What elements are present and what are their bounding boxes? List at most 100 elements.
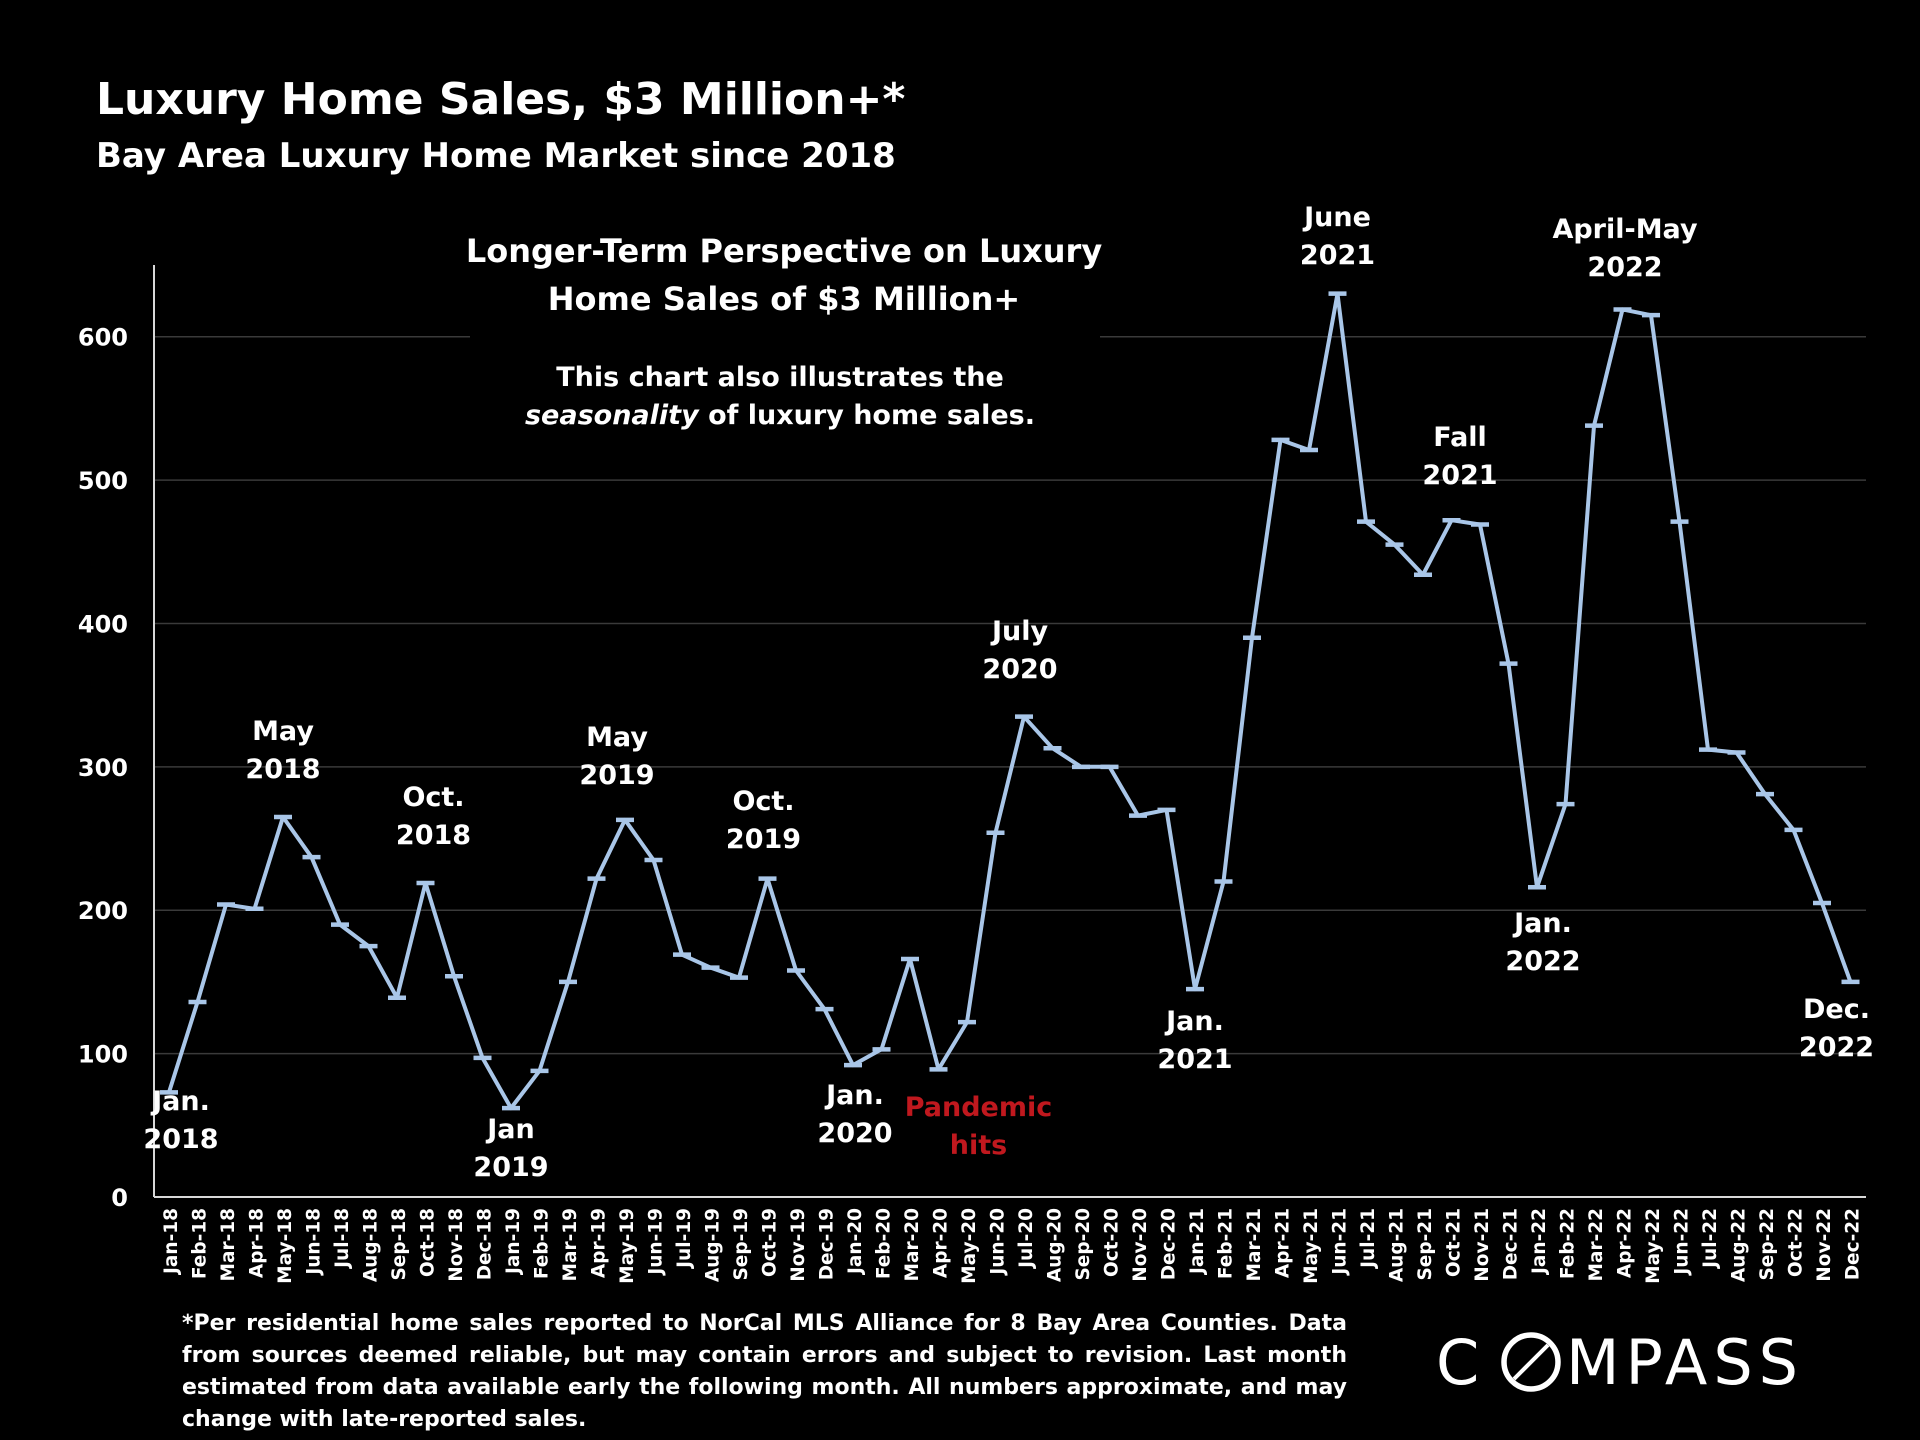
x-tick-label-Feb-19: Feb-19 — [532, 1208, 553, 1279]
chart-title-line-2: Home Sales of $3 Million+ — [548, 280, 1020, 318]
x-tick-label-Jul-19: Jul-19 — [674, 1208, 695, 1270]
x-tick-label-Nov-19: Nov-19 — [788, 1208, 809, 1282]
annotation-line: Jan — [485, 1114, 535, 1145]
y-tick-label-300: 300 — [78, 754, 128, 782]
annotation-line: April-May — [1552, 214, 1698, 245]
x-tick-label-Apr-19: Apr-19 — [589, 1208, 610, 1278]
x-tick-label-Aug-20: Aug-20 — [1045, 1208, 1066, 1282]
annotation-jan-2018: Jan. 2018 — [143, 1086, 218, 1155]
footnote: *Per residential home sales reported to … — [182, 1311, 1347, 1432]
x-tick-label-Aug-22: Aug-22 — [1729, 1208, 1750, 1282]
annotation-line: 2020 — [982, 654, 1057, 685]
annotation-line: 2021 — [1422, 460, 1497, 491]
annotation-may-2018: May 2018 — [245, 716, 320, 785]
annotation-line: 2022 — [1505, 946, 1580, 977]
x-tick-label-Feb-21: Feb-21 — [1216, 1208, 1237, 1279]
x-tick-label-Sep-20: Sep-20 — [1073, 1208, 1094, 1281]
x-tick-label-Sep-19: Sep-19 — [731, 1208, 752, 1281]
annotation-line: June — [1302, 202, 1371, 233]
x-tick-label-Jul-22: Jul-22 — [1700, 1208, 1721, 1270]
x-tick-label-Dec-20: Dec-20 — [1159, 1208, 1180, 1280]
x-tick-label-Mar-19: Mar-19 — [560, 1208, 581, 1281]
annotation-line: 2019 — [726, 824, 801, 855]
annotation-pandemic-hits: Pandemic hits — [905, 1092, 1053, 1161]
x-tick-label-May-21: May-21 — [1301, 1208, 1322, 1284]
x-tick-label-Oct-19: Oct-19 — [760, 1208, 781, 1277]
annotation-line: Oct. — [402, 782, 464, 813]
y-tick-labels: 0 100 200 300 400 500 600 — [78, 324, 128, 1212]
x-tick-labels: Jan-18 Feb-18 Mar-18 Apr-18 May-18 Jun-18 Jul-… — [161, 1208, 1864, 1284]
annotation-dec-2022: Dec. 2022 — [1799, 994, 1874, 1063]
annotation-line: hits — [950, 1130, 1007, 1161]
x-tick-label-Jun-20: Jun-20 — [988, 1208, 1009, 1277]
annotation-jan-2021: Jan. 2021 — [1157, 1006, 1232, 1075]
annotation-oct-2018: Oct. 2018 — [396, 782, 471, 851]
annotation-may-2019: May 2019 — [579, 722, 654, 791]
compass-logo: C MPASS — [1436, 1326, 1798, 1398]
annotation-line: Oct. — [732, 786, 794, 817]
y-tick-label-0: 0 — [111, 1184, 128, 1212]
x-tick-label-Jan-18: Jan-18 — [161, 1208, 182, 1276]
x-tick-label-Dec-22: Dec-22 — [1843, 1208, 1864, 1280]
chart-note-italic: seasonality — [525, 400, 700, 431]
annotation-april-may-2022: April-May 2022 — [1552, 214, 1698, 283]
x-tick-label-Jun-19: Jun-19 — [646, 1208, 667, 1277]
x-tick-label-Feb-18: Feb-18 — [190, 1208, 211, 1279]
x-tick-label-Feb-22: Feb-22 — [1558, 1208, 1579, 1279]
x-tick-label-Oct-21: Oct-21 — [1444, 1208, 1465, 1277]
y-tick-label-200: 200 — [78, 897, 128, 925]
x-tick-label-Mar-21: Mar-21 — [1244, 1208, 1265, 1281]
x-tick-label-Aug-18: Aug-18 — [361, 1208, 382, 1282]
x-tick-label-Oct-22: Oct-22 — [1786, 1208, 1807, 1277]
annotation-line: 2019 — [473, 1152, 548, 1183]
annotation-line: 2021 — [1157, 1044, 1232, 1075]
x-tick-label-Sep-21: Sep-21 — [1415, 1208, 1436, 1281]
y-tick-label-100: 100 — [78, 1041, 128, 1069]
compass-logo-c: C — [1436, 1326, 1485, 1398]
compass-o-icon — [1501, 1332, 1561, 1392]
annotation-line: 2021 — [1300, 240, 1375, 271]
x-tick-label-Jul-20: Jul-20 — [1016, 1208, 1037, 1270]
x-tick-label-Apr-22: Apr-22 — [1615, 1208, 1636, 1278]
annotation-line: Jan. — [150, 1086, 210, 1117]
x-tick-label-Oct-20: Oct-20 — [1102, 1208, 1123, 1277]
annotation-line: Jan. — [1512, 908, 1572, 939]
x-tick-label-Feb-20: Feb-20 — [874, 1208, 895, 1279]
chart-title-line-1: Longer-Term Perspective on Luxury — [466, 232, 1102, 270]
x-tick-label-Jun-22: Jun-22 — [1672, 1208, 1693, 1277]
x-tick-label-Jul-18: Jul-18 — [332, 1208, 353, 1270]
chart-note-rest: of luxury home sales. — [699, 400, 1035, 431]
annotation-line: May — [252, 716, 314, 747]
annotation-line: May — [586, 722, 648, 753]
x-tick-label-Apr-21: Apr-21 — [1273, 1208, 1294, 1278]
x-tick-label-Sep-18: Sep-18 — [389, 1208, 410, 1281]
x-tick-label-Jan-20: Jan-20 — [845, 1208, 866, 1276]
y-tick-label-500: 500 — [78, 467, 128, 495]
page-title: Luxury Home Sales, $3 Million+* — [96, 74, 906, 125]
note-background — [488, 348, 1058, 448]
x-tick-label-Sep-22: Sep-22 — [1757, 1208, 1778, 1281]
x-tick-label-May-18: May-18 — [275, 1208, 296, 1284]
label-backgrounds — [470, 230, 1100, 448]
x-tick-label-May-20: May-20 — [959, 1208, 980, 1284]
y-tick-label-600: 600 — [78, 324, 128, 352]
x-tick-label-Nov-18: Nov-18 — [446, 1208, 467, 1282]
x-tick-label-Dec-18: Dec-18 — [475, 1208, 496, 1280]
x-tick-label-Aug-21: Aug-21 — [1387, 1208, 1408, 1282]
annotation-oct-2019: Oct. 2019 — [726, 786, 801, 855]
annotation-line: 2018 — [245, 754, 320, 785]
x-tick-label-Dec-21: Dec-21 — [1501, 1208, 1522, 1280]
chart-note-line-2: seasonality of luxury home sales. — [525, 400, 1035, 431]
y-tick-label-400: 400 — [78, 610, 128, 638]
x-tick-label-Mar-20: Mar-20 — [902, 1208, 923, 1281]
page-subtitle: Bay Area Luxury Home Market since 2018 — [96, 136, 896, 176]
annotation-line: Jan. — [824, 1080, 884, 1111]
x-tick-label-Aug-19: Aug-19 — [703, 1208, 724, 1282]
annotation-line: Fall — [1433, 422, 1487, 453]
series-markers — [160, 291, 1860, 1111]
annotation-line: Jan. — [1164, 1006, 1224, 1037]
annotation-jan-2022: Jan. 2022 — [1505, 908, 1580, 977]
annotation-jan-2019: Jan 2019 — [473, 1114, 548, 1183]
